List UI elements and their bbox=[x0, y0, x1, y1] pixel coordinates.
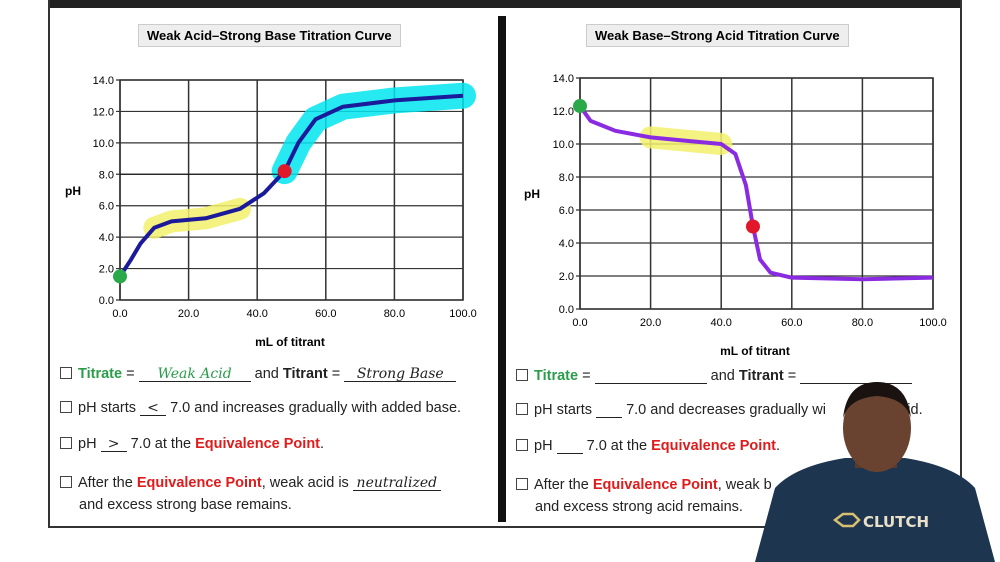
y-tick-label: 4.0 bbox=[99, 232, 114, 244]
y-tick-label: 2.0 bbox=[99, 264, 114, 276]
x-tick-label: 40.0 bbox=[246, 308, 267, 320]
x-tick-label: 100.0 bbox=[449, 308, 477, 320]
y-axis-label: pH bbox=[65, 184, 81, 198]
y-tick-label: 2.0 bbox=[559, 271, 574, 283]
checkbox[interactable] bbox=[60, 401, 72, 413]
right-question-1: Titrate = and Titrant = bbox=[516, 368, 913, 384]
checkbox[interactable] bbox=[516, 403, 528, 415]
x-tick-label: 0.0 bbox=[572, 317, 587, 329]
y-tick-label: 0.0 bbox=[559, 304, 574, 316]
y-tick-label: 4.0 bbox=[559, 238, 574, 250]
right-question-4-line2: and excess strong acid remains. bbox=[535, 499, 743, 515]
x-tick-label: 100.0 bbox=[919, 317, 947, 329]
left-question-4: After the Equivalence Point, weak acid i… bbox=[60, 475, 441, 491]
right-question-3: pH 7.0 at the Equivalence Point. bbox=[516, 438, 780, 454]
y-tick-label: 12.0 bbox=[553, 106, 574, 118]
checkbox[interactable] bbox=[60, 367, 72, 379]
presenter-video: CLUTCH bbox=[755, 382, 995, 562]
x-tick-label: 20.0 bbox=[640, 317, 661, 329]
slide-divider bbox=[498, 16, 506, 522]
y-tick-label: 8.0 bbox=[99, 169, 114, 181]
checkbox[interactable] bbox=[60, 437, 72, 449]
answer-titrate: Weak Acid bbox=[138, 367, 251, 382]
y-tick-label: 14.0 bbox=[553, 73, 574, 85]
x-axis-label: mL of titrant bbox=[255, 335, 325, 349]
x-tick-label: 60.0 bbox=[781, 317, 802, 329]
equivalence-point bbox=[277, 164, 292, 179]
answer-titrant: Strong Base bbox=[344, 367, 457, 382]
y-tick-label: 14.0 bbox=[93, 75, 114, 87]
right-question-4: After the Equivalence Point, weak b bbox=[516, 477, 772, 493]
left-question-1: Titrate = Weak Acid and Titrant = Strong… bbox=[60, 366, 457, 382]
plot-area bbox=[119, 79, 464, 301]
clutch-logo: CLUTCH bbox=[832, 512, 929, 531]
y-axis-label: pH bbox=[524, 187, 540, 201]
plot-area bbox=[579, 77, 934, 310]
x-axis-label: mL of titrant bbox=[720, 344, 790, 358]
checkbox[interactable] bbox=[516, 478, 528, 490]
svg-text:CLUTCH: CLUTCH bbox=[863, 513, 929, 531]
y-tick-label: 10.0 bbox=[553, 139, 574, 151]
left-question-4-line2: and excess strong base remains. bbox=[79, 497, 292, 513]
x-tick-label: 80.0 bbox=[852, 317, 873, 329]
left-question-2: pH starts < 7.0 and increases gradually … bbox=[60, 400, 461, 416]
checkbox[interactable] bbox=[516, 369, 528, 381]
slide-frame bbox=[48, 0, 962, 528]
top-bar bbox=[48, 0, 962, 8]
checkbox[interactable] bbox=[60, 476, 72, 488]
y-tick-label: 12.0 bbox=[93, 106, 114, 118]
chart-title-right: Weak Base–Strong Acid Titration Curve bbox=[586, 24, 849, 47]
start-point bbox=[573, 99, 587, 114]
start-point bbox=[113, 269, 127, 284]
x-tick-label: 20.0 bbox=[178, 308, 199, 320]
x-tick-label: 60.0 bbox=[315, 308, 336, 320]
titration-curve bbox=[118, 93, 464, 278]
y-tick-label: 8.0 bbox=[559, 172, 574, 184]
titration-curve bbox=[578, 104, 934, 282]
x-tick-label: 0.0 bbox=[112, 308, 127, 320]
checkbox[interactable] bbox=[516, 439, 528, 451]
y-tick-label: 6.0 bbox=[559, 205, 574, 217]
y-tick-label: 0.0 bbox=[99, 295, 114, 307]
x-tick-label: 80.0 bbox=[384, 308, 405, 320]
equivalence-point bbox=[745, 219, 760, 234]
x-tick-label: 40.0 bbox=[710, 317, 731, 329]
chart-title-left: Weak Acid–Strong Base Titration Curve bbox=[138, 24, 401, 47]
y-tick-label: 6.0 bbox=[99, 201, 114, 213]
y-tick-label: 10.0 bbox=[93, 138, 114, 150]
left-question-3: pH > 7.0 at the Equivalence Point. bbox=[60, 436, 324, 452]
